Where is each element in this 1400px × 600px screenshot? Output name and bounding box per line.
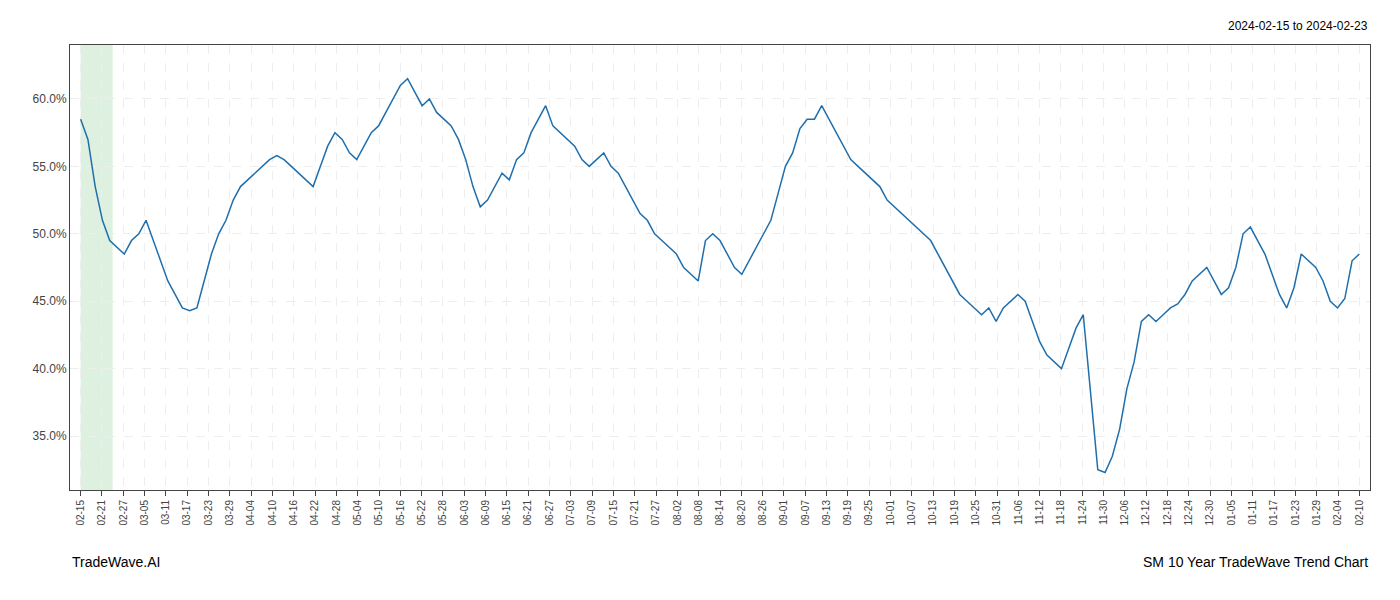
svg-text:02-10: 02-10	[1354, 500, 1365, 526]
svg-text:09-19: 09-19	[842, 500, 853, 526]
svg-text:11-06: 11-06	[1013, 500, 1024, 525]
svg-text:TradeWave.AI: TradeWave.AI	[72, 554, 160, 570]
svg-text:07-09: 07-09	[586, 500, 597, 526]
svg-text:10-19: 10-19	[949, 500, 960, 526]
svg-text:03-17: 03-17	[181, 500, 192, 526]
svg-text:06-03: 06-03	[459, 500, 470, 526]
svg-text:05-16: 05-16	[395, 500, 406, 526]
svg-text:11-18: 11-18	[1055, 500, 1066, 525]
svg-text:60.0%: 60.0%	[33, 92, 67, 106]
svg-text:04-22: 04-22	[309, 500, 320, 526]
svg-text:08-14: 08-14	[714, 500, 725, 526]
svg-text:05-28: 05-28	[437, 500, 448, 526]
svg-text:12-24: 12-24	[1183, 500, 1194, 526]
svg-text:03-11: 03-11	[160, 500, 171, 525]
svg-text:50.0%: 50.0%	[33, 227, 67, 241]
svg-text:45.0%: 45.0%	[33, 294, 67, 308]
svg-text:02-15: 02-15	[75, 500, 86, 526]
svg-text:04-04: 04-04	[245, 500, 256, 526]
svg-text:10-13: 10-13	[927, 500, 938, 526]
svg-text:10-07: 10-07	[906, 500, 917, 526]
svg-text:08-02: 08-02	[672, 500, 683, 526]
svg-text:40.0%: 40.0%	[33, 362, 67, 376]
svg-text:01-17: 01-17	[1268, 500, 1279, 526]
svg-text:10-31: 10-31	[991, 500, 1002, 526]
svg-text:02-21: 02-21	[96, 500, 107, 526]
svg-text:11-24: 11-24	[1077, 500, 1088, 525]
svg-text:10-01: 10-01	[885, 500, 896, 526]
svg-text:07-27: 07-27	[650, 500, 661, 526]
svg-text:55.0%: 55.0%	[33, 160, 67, 174]
svg-text:09-01: 09-01	[778, 500, 789, 526]
svg-text:01-29: 01-29	[1311, 500, 1322, 526]
svg-text:07-21: 07-21	[629, 500, 640, 526]
svg-text:05-04: 05-04	[352, 500, 363, 526]
svg-text:08-20: 08-20	[736, 500, 747, 526]
svg-text:11-12: 11-12	[1034, 500, 1045, 525]
svg-text:08-26: 08-26	[757, 500, 768, 526]
svg-text:06-15: 06-15	[501, 500, 512, 526]
svg-text:03-05: 03-05	[139, 500, 150, 526]
svg-text:06-27: 06-27	[544, 500, 555, 526]
svg-text:09-13: 09-13	[821, 500, 832, 526]
svg-text:12-12: 12-12	[1140, 500, 1151, 526]
svg-text:12-06: 12-06	[1119, 500, 1130, 526]
svg-text:05-10: 05-10	[373, 500, 384, 526]
svg-text:02-04: 02-04	[1332, 500, 1343, 526]
svg-text:06-21: 06-21	[522, 500, 533, 526]
svg-text:03-29: 03-29	[224, 500, 235, 526]
svg-text:01-23: 01-23	[1290, 500, 1301, 526]
svg-text:06-09: 06-09	[480, 500, 491, 526]
svg-text:09-07: 09-07	[800, 500, 811, 526]
svg-text:12-18: 12-18	[1162, 500, 1173, 526]
svg-text:10-25: 10-25	[970, 500, 981, 526]
svg-text:11-30: 11-30	[1098, 500, 1109, 525]
svg-text:04-28: 04-28	[331, 500, 342, 526]
svg-text:08-08: 08-08	[693, 500, 704, 526]
svg-text:09-25: 09-25	[863, 500, 874, 526]
svg-text:02-27: 02-27	[118, 500, 129, 526]
svg-text:04-10: 04-10	[267, 500, 278, 526]
svg-text:SM 10 Year TradeWave Trend Cha: SM 10 Year TradeWave Trend Chart	[1143, 554, 1368, 570]
svg-text:05-22: 05-22	[416, 500, 427, 526]
svg-text:35.0%: 35.0%	[33, 429, 67, 443]
svg-text:07-15: 07-15	[608, 500, 619, 526]
svg-text:2024-02-15 to 2024-02-23: 2024-02-15 to 2024-02-23	[1228, 19, 1368, 33]
svg-text:12-30: 12-30	[1204, 500, 1215, 526]
svg-text:03-23: 03-23	[203, 500, 214, 526]
svg-text:07-03: 07-03	[565, 500, 576, 526]
svg-text:04-16: 04-16	[288, 500, 299, 526]
svg-text:01-05: 01-05	[1226, 500, 1237, 526]
svg-text:01-11: 01-11	[1247, 500, 1258, 525]
